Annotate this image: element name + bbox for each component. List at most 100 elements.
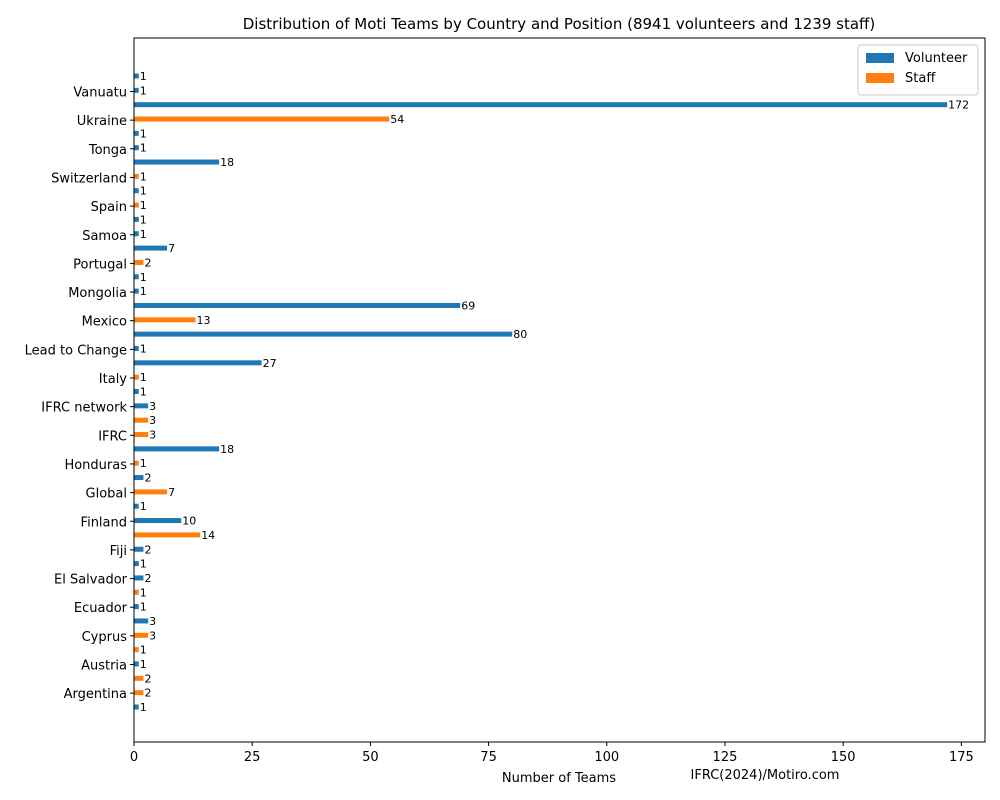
bar-volunteer-34 [134, 561, 139, 567]
bar-volunteer-12 [134, 245, 168, 251]
data-label-38: 3 [149, 615, 156, 628]
bar-volunteer-8 [134, 188, 139, 194]
legend-label-volunteer: Volunteer [905, 51, 968, 66]
data-label-35: 2 [144, 572, 151, 585]
bar-volunteer-37 [134, 604, 139, 610]
data-label-44: 1 [140, 701, 147, 714]
data-label-9: 1 [140, 199, 147, 212]
x-tick-label: 75 [480, 750, 497, 765]
bar-volunteer-0 [134, 73, 139, 79]
bar-staff-24 [134, 417, 149, 423]
bar-volunteer-10 [134, 216, 139, 222]
y-tick-label: El Salvador [54, 573, 128, 588]
data-label-31: 10 [182, 515, 196, 528]
y-tick-label: Ukraine [77, 114, 127, 129]
plot-frame [133, 37, 986, 743]
data-label-19: 1 [140, 342, 147, 355]
bar-volunteer-31 [134, 518, 182, 524]
bar-volunteer-41 [134, 661, 139, 667]
data-label-26: 18 [220, 443, 234, 456]
data-label-15: 1 [140, 285, 147, 298]
bar-staff-21 [134, 374, 139, 380]
data-label-8: 1 [140, 185, 147, 198]
y-tick-label: Tonga [88, 143, 127, 158]
bar-staff-32 [134, 532, 201, 538]
bar-volunteer-44 [134, 704, 139, 710]
data-label-12: 7 [168, 242, 175, 255]
data-label-18: 80 [513, 328, 527, 341]
y-tick-label: Italy [99, 372, 128, 387]
bar-volunteer-5 [134, 145, 139, 151]
data-label-5: 1 [140, 142, 147, 155]
bar-volunteer-26 [134, 446, 220, 452]
data-label-24: 3 [149, 414, 156, 427]
y-tick-label: Argentina [64, 687, 127, 702]
bar-volunteer-30 [134, 503, 139, 509]
x-tick-label: 25 [244, 750, 261, 765]
bar-volunteer-15 [134, 288, 139, 294]
y-tick-label: Vanuatu [73, 86, 127, 101]
y-tick-label: Samoa [82, 229, 127, 244]
y-tick-label: Lead to Change [25, 343, 127, 358]
legend-swatch-staff [866, 73, 894, 83]
y-tick-label: Fiji [110, 544, 127, 559]
bars-layer [134, 73, 948, 710]
data-label-2: 172 [948, 99, 969, 112]
data-label-10: 1 [140, 213, 147, 226]
legend: Volunteer Staff [857, 44, 979, 96]
bar-staff-17 [134, 317, 196, 323]
data-label-0: 1 [140, 70, 147, 83]
x-tick-label: 0 [130, 750, 138, 765]
data-label-33: 2 [144, 543, 151, 556]
bar-volunteer-33 [134, 546, 144, 552]
bar-volunteer-1 [134, 87, 139, 93]
credit-text: IFRC(2024)/Motiro.com [691, 768, 840, 783]
data-label-7: 1 [140, 170, 147, 183]
y-axis: Vanuatu Ukraine Tonga Switzerland Spain Samoa… [25, 86, 134, 702]
bar-staff-27 [134, 460, 139, 466]
data-label-41: 1 [140, 658, 147, 671]
bar-staff-9 [134, 202, 139, 208]
x-tick-label: 100 [594, 750, 619, 765]
data-label-3: 54 [390, 113, 404, 126]
bar-volunteer-28 [134, 475, 144, 481]
bar-volunteer-6 [134, 159, 220, 165]
data-label-6: 18 [220, 156, 234, 169]
data-label-29: 7 [168, 486, 175, 499]
data-label-40: 1 [140, 644, 147, 657]
legend-label-staff: Staff [905, 71, 936, 86]
bar-staff-25 [134, 432, 149, 438]
data-label-11: 1 [140, 228, 147, 241]
data-label-13: 2 [144, 256, 151, 269]
data-label-21: 1 [140, 371, 147, 384]
bar-volunteer-22 [134, 389, 139, 394]
data-label-14: 1 [140, 271, 147, 284]
bar-staff-36 [134, 589, 139, 595]
y-tick-label: Austria [81, 659, 127, 674]
data-label-1: 1 [140, 84, 147, 97]
y-tick-label: Global [86, 487, 127, 502]
y-tick-label: Cyprus [82, 630, 128, 645]
data-label-25: 3 [149, 429, 156, 442]
data-label-27: 1 [140, 457, 147, 470]
data-label-23: 3 [149, 400, 156, 413]
x-tick-label: 175 [949, 750, 974, 765]
bar-volunteer-14 [134, 274, 139, 280]
bar-staff-42 [134, 675, 144, 681]
bar-staff-40 [134, 647, 139, 653]
y-tick-label: Honduras [64, 458, 127, 473]
chart-title: Distribution of Moti Teams by Country an… [243, 15, 875, 33]
data-label-39: 3 [149, 629, 156, 642]
y-tick-label: Portugal [73, 257, 127, 272]
y-tick-label: Mexico [82, 315, 127, 330]
data-label-22: 1 [140, 386, 147, 399]
y-tick-label: IFRC [98, 429, 127, 444]
x-tick-label: 125 [713, 750, 738, 765]
data-label-16: 69 [461, 299, 475, 312]
bar-volunteer-18 [134, 331, 513, 337]
data-label-28: 2 [144, 472, 151, 485]
bar-volunteer-2 [134, 102, 948, 108]
data-label-30: 1 [140, 500, 147, 513]
data-label-43: 2 [144, 687, 151, 700]
